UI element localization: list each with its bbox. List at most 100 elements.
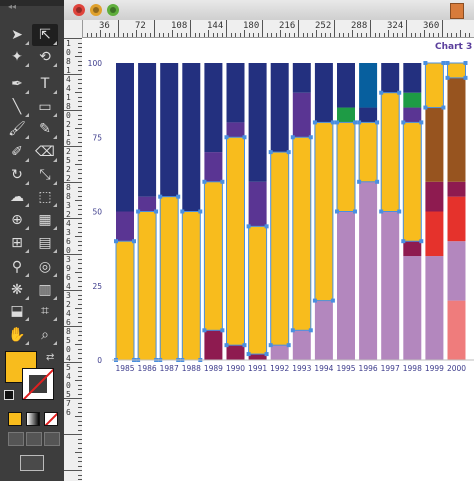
anchor-point[interactable]	[176, 194, 181, 199]
anchor-point[interactable]	[463, 75, 468, 80]
window-titlebar[interactable]	[64, 0, 474, 21]
anchor-point[interactable]	[132, 239, 136, 244]
screen-mode-icon[interactable]	[20, 455, 44, 471]
artboard-canvas[interactable]: Chart 3 0 25 50 75 100 1985 1986 1987 1988 1989 19…	[82, 38, 474, 481]
bar-segment-lavender[interactable]	[403, 256, 422, 360]
bar-segment-yellow[interactable]	[359, 122, 378, 182]
anchor-point[interactable]	[202, 328, 207, 333]
anchor-point[interactable]	[423, 105, 428, 110]
bar-segment-green[interactable]	[403, 92, 422, 108]
bar-segment-lavender[interactable]	[425, 256, 444, 360]
bar-segment-purple[interactable]	[248, 181, 267, 227]
column-graph-tool-icon[interactable]: ▥	[32, 279, 58, 301]
zoom-tool-icon[interactable]: ⌕	[32, 324, 58, 346]
anchor-point[interactable]	[136, 209, 141, 214]
artboard-tool-icon[interactable]: ⬓	[4, 300, 30, 322]
pencil-tool-icon[interactable]: ✎	[32, 118, 58, 140]
anchor-point[interactable]	[441, 61, 446, 65]
perspective-grid-tool-icon[interactable]: ▦	[32, 209, 58, 231]
stroke-color-swatch[interactable]	[22, 368, 54, 400]
bar-segment-maroon[interactable]	[226, 345, 245, 360]
rectangle-tool-icon[interactable]: ▭	[32, 96, 58, 118]
anchor-point[interactable]	[357, 120, 362, 125]
type-tool-icon[interactable]: T	[32, 73, 58, 95]
pen-tool-icon[interactable]: ✒	[4, 73, 30, 95]
bar-segment-yellow[interactable]	[337, 122, 355, 212]
selection-tool-icon[interactable]: ➤	[4, 24, 30, 46]
anchor-point[interactable]	[357, 179, 362, 184]
anchor-point[interactable]	[330, 120, 335, 125]
anchor-point[interactable]	[353, 120, 357, 125]
shape-builder-tool-icon[interactable]: ⊕	[4, 209, 30, 231]
bar-segment-purple[interactable]	[204, 152, 223, 182]
anchor-point[interactable]	[463, 61, 468, 65]
anchor-point[interactable]	[308, 328, 313, 333]
close-window-button[interactable]	[73, 4, 85, 16]
bar-segment-yellow[interactable]	[270, 152, 289, 346]
bar-segment-purple[interactable]	[116, 211, 134, 242]
magic-wand-tool-icon[interactable]: ✦	[4, 46, 30, 68]
bar-segment-lavender[interactable]	[270, 345, 289, 360]
symbol-sprayer-tool-icon[interactable]: ❋	[4, 279, 30, 301]
bar-segment-lavender[interactable]	[359, 181, 378, 360]
bar-segment-purple[interactable]	[292, 92, 311, 138]
bar-segment-lavender[interactable]	[314, 300, 333, 360]
gradient-mode-icon[interactable]	[26, 412, 40, 426]
swap-fill-stroke-icon[interactable]: ⇄	[46, 352, 55, 363]
bar-segment-navy[interactable]	[226, 63, 245, 123]
bar-segment-navy[interactable]	[138, 63, 157, 197]
anchor-point[interactable]	[423, 61, 428, 65]
scale-tool-icon[interactable]: ⤡	[32, 164, 58, 186]
anchor-point[interactable]	[224, 135, 229, 140]
gradient-tool-icon[interactable]: ▤	[32, 232, 58, 254]
anchor-point[interactable]	[246, 224, 251, 229]
bar-segment-yellow[interactable]	[292, 137, 311, 331]
eyedropper-tool-icon[interactable]: ⚲	[4, 256, 30, 278]
draw-inside-icon[interactable]	[44, 432, 60, 446]
draw-behind-icon[interactable]	[26, 432, 42, 446]
anchor-point[interactable]	[441, 105, 446, 110]
bar-segment-yellow[interactable]	[248, 226, 267, 355]
anchor-point[interactable]	[242, 343, 247, 348]
bar-segment-navy[interactable]	[292, 63, 311, 93]
bar-segment-yellow[interactable]	[403, 122, 422, 242]
bar-segment-purple[interactable]	[403, 107, 422, 123]
bar-segment-maroon[interactable]	[403, 241, 422, 257]
line-segment-tool-icon[interactable]: ╲	[4, 96, 30, 118]
direct-selection-tool-icon[interactable]: ⇱	[32, 24, 58, 46]
anchor-point[interactable]	[154, 209, 159, 214]
bar-segment-red[interactable]	[425, 211, 444, 257]
anchor-point[interactable]	[198, 209, 203, 214]
anchor-point[interactable]	[114, 239, 118, 244]
anchor-point[interactable]	[202, 179, 207, 184]
bar-segment-brown[interactable]	[425, 107, 444, 182]
bar-segment-brown[interactable]	[447, 77, 466, 182]
bar-segment-yellow[interactable]	[182, 211, 201, 361]
anchor-point[interactable]	[353, 209, 357, 214]
anchor-point[interactable]	[445, 75, 450, 80]
anchor-point[interactable]	[246, 352, 251, 357]
warp-tool-icon[interactable]: ☁	[4, 186, 30, 208]
minimize-window-button[interactable]	[90, 4, 102, 16]
bar-segment-maroon[interactable]	[425, 181, 444, 212]
lasso-tool-icon[interactable]: ⟲	[32, 46, 58, 68]
anchor-point[interactable]	[290, 328, 295, 333]
none-mode-icon[interactable]	[44, 412, 58, 426]
bar-segment-yellow[interactable]	[381, 92, 400, 212]
bar-segment-yellow[interactable]	[160, 196, 179, 360]
anchor-point[interactable]	[379, 90, 384, 95]
paintbrush-tool-icon[interactable]: 🖌	[4, 118, 30, 140]
bar-segment-yellow[interactable]	[226, 137, 245, 346]
anchor-point[interactable]	[220, 328, 225, 333]
bar-segment-yellow[interactable]	[116, 241, 134, 360]
bar-segment-navy[interactable]	[204, 63, 223, 153]
bar-segment-yellow[interactable]	[138, 211, 157, 361]
bar-segment-navy[interactable]	[182, 63, 201, 212]
bar-segment-purple[interactable]	[138, 196, 157, 212]
bar-segment-maroon[interactable]	[248, 354, 267, 360]
anchor-point[interactable]	[335, 120, 339, 125]
anchor-point[interactable]	[312, 120, 317, 125]
mesh-tool-icon[interactable]: ⊞	[4, 232, 30, 254]
draw-normal-icon[interactable]	[8, 432, 24, 446]
